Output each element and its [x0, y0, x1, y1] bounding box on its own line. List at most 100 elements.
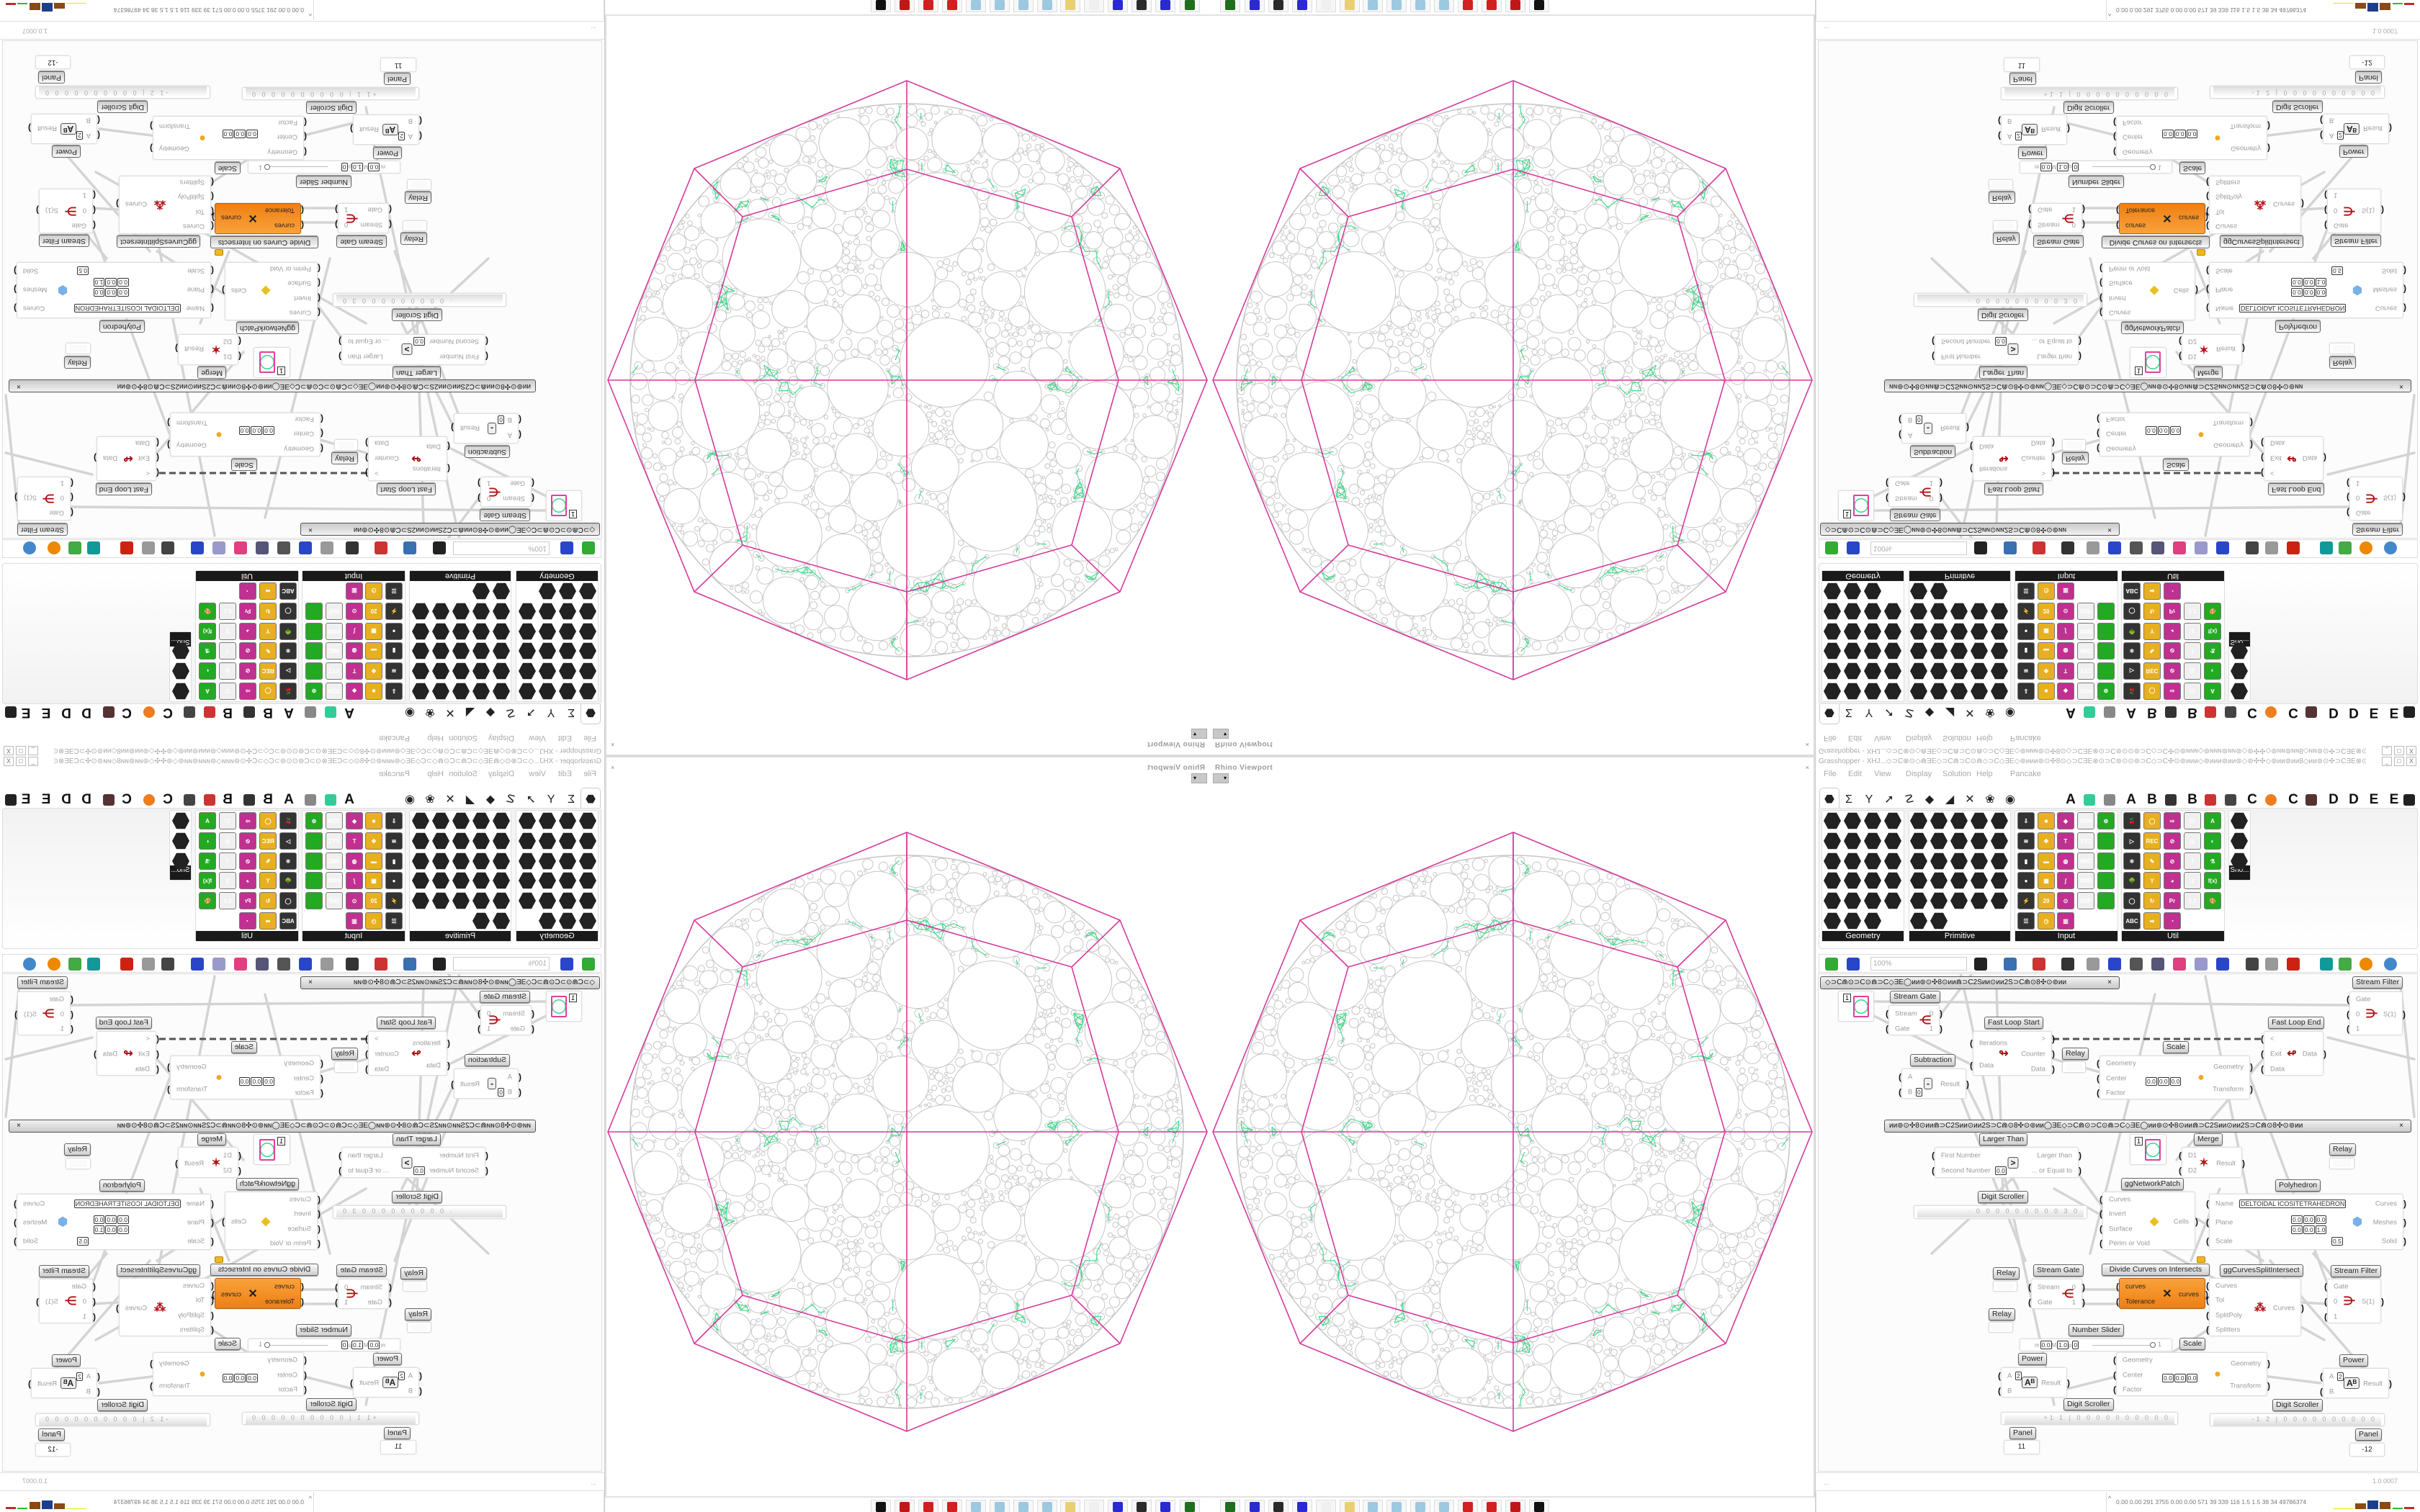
component-icon[interactable]	[1971, 812, 1988, 829]
menu-edit[interactable]: Edit	[558, 770, 572, 778]
search-icon[interactable]	[2151, 958, 2164, 971]
output-grip[interactable]: )	[2250, 1062, 2253, 1073]
relay-body[interactable]	[406, 1283, 424, 1290]
component-icon[interactable]: ◷	[365, 912, 382, 930]
input-grip[interactable]: (	[2116, 1297, 2119, 1308]
scale-value[interactable]: 0.5	[77, 1237, 89, 1246]
input-grip[interactable]: (	[2113, 1355, 2116, 1366]
component-icon[interactable]	[1971, 832, 1988, 850]
output-grip[interactable]: )	[2082, 1282, 2085, 1292]
component-icon[interactable]: ◯	[279, 892, 297, 909]
flower-icon[interactable]	[305, 794, 316, 806]
component-icon[interactable]: ✎	[2143, 852, 2161, 870]
component-icon[interactable]: ⇩	[385, 812, 403, 829]
sets-icon[interactable]: Y	[1865, 793, 1873, 806]
merge-component[interactable]: (D1(D2) Result ✶	[2179, 1147, 2245, 1178]
shader-icon[interactable]	[2246, 958, 2259, 971]
component-icon[interactable]: ▮	[385, 852, 403, 870]
curve-icon[interactable]: ☡	[505, 793, 516, 806]
relay-body[interactable]	[1996, 1283, 2014, 1290]
component-icon[interactable]: A	[199, 812, 216, 829]
component-icon[interactable]: ◔	[2164, 912, 2181, 930]
mesh-icon[interactable]: ◢	[1945, 793, 1955, 806]
preview-eye-icon[interactable]	[403, 958, 416, 971]
mountain-icon[interactable]	[2165, 794, 2177, 806]
blank-icon[interactable]	[1084, 1500, 1104, 1512]
rhino-red-icon[interactable]	[918, 1500, 938, 1512]
tab-d[interactable]: D	[81, 792, 91, 807]
input-grip[interactable]: (	[2320, 1371, 2323, 1382]
fast-loop-end-component[interactable]: (<(Exit(Data) Data ↫	[94, 1031, 159, 1076]
window-icon[interactable]	[277, 958, 290, 971]
input-grip[interactable]: (	[2261, 1049, 2264, 1059]
component-icon[interactable]: C/	[219, 812, 236, 829]
gh-canvas[interactable]: ◇⊃C⋒⊙⊃C⊙⋒⊃C◇ƎE◯ᴎᴎ⊚⊙✣8⊙ᴎᴎ⋒⊃C2Sᴎᴎ⊙ᴎᴎ2S⊃C⋒⊙…	[1818, 973, 2418, 1472]
stream-gate-a-component[interactable]: (Stream(Gate) 0) 1 ⋲	[1886, 1005, 1942, 1035]
save-64-icon[interactable]	[1292, 1500, 1312, 1512]
input-grip[interactable]: (	[2324, 1282, 2327, 1292]
maximize-button[interactable]: □	[2394, 757, 2404, 766]
output-grip[interactable]: )	[150, 1380, 153, 1391]
power-b-label[interactable]: Power	[2339, 1354, 2368, 1367]
component-icon[interactable]: ▷	[279, 832, 297, 850]
shield-icon[interactable]	[2205, 794, 2216, 806]
component-icon[interactable]	[1824, 832, 1841, 850]
polyhedron-name-field[interactable]: DELTOIDAL ICOSITETRAHEDRON	[73, 1200, 181, 1208]
stream-filter-b-component[interactable]: (Gate(0(1) S(1) ⋺	[36, 1279, 96, 1323]
component-icon[interactable]	[2231, 812, 2248, 829]
component-icon[interactable]: ◐	[199, 832, 216, 850]
menu-view[interactable]: View	[1874, 770, 1891, 778]
component-icon[interactable]: ◍	[2057, 852, 2074, 870]
gha-icon[interactable]	[2108, 958, 2121, 971]
group-header[interactable]: ᴎᴎ⊚⊙✣8⊙ᴎᴎ⋒⊃C2Sᴎᴎ⊙ᴎᴎ2S⊃C⋒⊙8✣⊙⊚ᴎᴎ◯ƎE◇⊃C⋒⊙⊃…	[1884, 1120, 2411, 1133]
relay-b-label[interactable]: Relay	[2329, 1143, 2356, 1156]
save-icon[interactable]	[560, 958, 573, 971]
digit-scroller-a-label[interactable]: Digit Scroller	[392, 1191, 442, 1203]
output-grip[interactable]: )	[175, 1158, 178, 1169]
gha-icon[interactable]	[299, 958, 312, 971]
input-grip[interactable]: (	[2206, 1218, 2209, 1228]
input-grip[interactable]: (	[447, 1038, 450, 1048]
component-icon[interactable]	[1824, 872, 1841, 889]
panel-label[interactable]: Sho...	[2229, 865, 2250, 880]
slider-track[interactable]	[2092, 1342, 2156, 1348]
input-grip[interactable]: (	[2179, 1166, 2182, 1176]
menu-display[interactable]: Display	[1906, 770, 1932, 778]
output-grip[interactable]: )	[167, 1084, 170, 1094]
coord-field[interactable]: 0.0	[2291, 1215, 2303, 1224]
component-icon[interactable]: ☰	[2017, 912, 2035, 930]
grid-icon[interactable]	[2225, 794, 2236, 806]
gg-curves-split-component[interactable]: (Curves(Tol(SplitPoly(Splitters) Curves ⁂	[116, 1278, 214, 1336]
maths-sigma-icon[interactable]: Σ	[568, 793, 575, 806]
component-icon[interactable]: 🎨	[199, 892, 216, 909]
scale-b-label[interactable]: Scale	[214, 1338, 241, 1350]
component-icon[interactable]	[2097, 852, 2115, 870]
component-icon[interactable]: 20	[365, 892, 382, 909]
stream-gate-b-label[interactable]: Stream Gate	[336, 1264, 387, 1277]
teal-icon[interactable]	[2320, 958, 2333, 971]
component-icon[interactable]	[1844, 912, 1861, 930]
component-icon[interactable]	[1844, 832, 1861, 850]
fast-loop-start-component[interactable]: (Iterations(Data) >) Counter) Data ↬	[1970, 1031, 2055, 1076]
input-grip[interactable]: (	[211, 1236, 214, 1246]
digit-scroller-b-label[interactable]: Digit Scroller	[306, 1398, 357, 1410]
output-grip[interactable]: )	[116, 1302, 119, 1313]
fast-loop-end-label[interactable]: Fast Loop End	[95, 1017, 152, 1029]
input-grip[interactable]: (	[211, 1324, 214, 1335]
shield-icon[interactable]	[204, 794, 215, 806]
component-icon[interactable]: ✥	[2038, 832, 2055, 850]
tab-a[interactable]: A	[2066, 792, 2076, 807]
component-icon[interactable]: ◯	[2143, 812, 2161, 829]
input-grip[interactable]: (	[211, 1218, 214, 1228]
component-icon[interactable]	[1824, 912, 1841, 930]
component-icon[interactable]: SHP	[326, 892, 343, 909]
component-icon[interactable]	[1864, 852, 1881, 870]
output-grip[interactable]: )	[350, 1378, 353, 1388]
relay-body[interactable]	[69, 1160, 87, 1167]
input-grip[interactable]: (	[93, 1297, 96, 1307]
sketchup-icon[interactable]	[895, 1500, 915, 1512]
window-icon[interactable]	[2130, 958, 2143, 971]
input-grip[interactable]: (	[321, 1073, 323, 1084]
